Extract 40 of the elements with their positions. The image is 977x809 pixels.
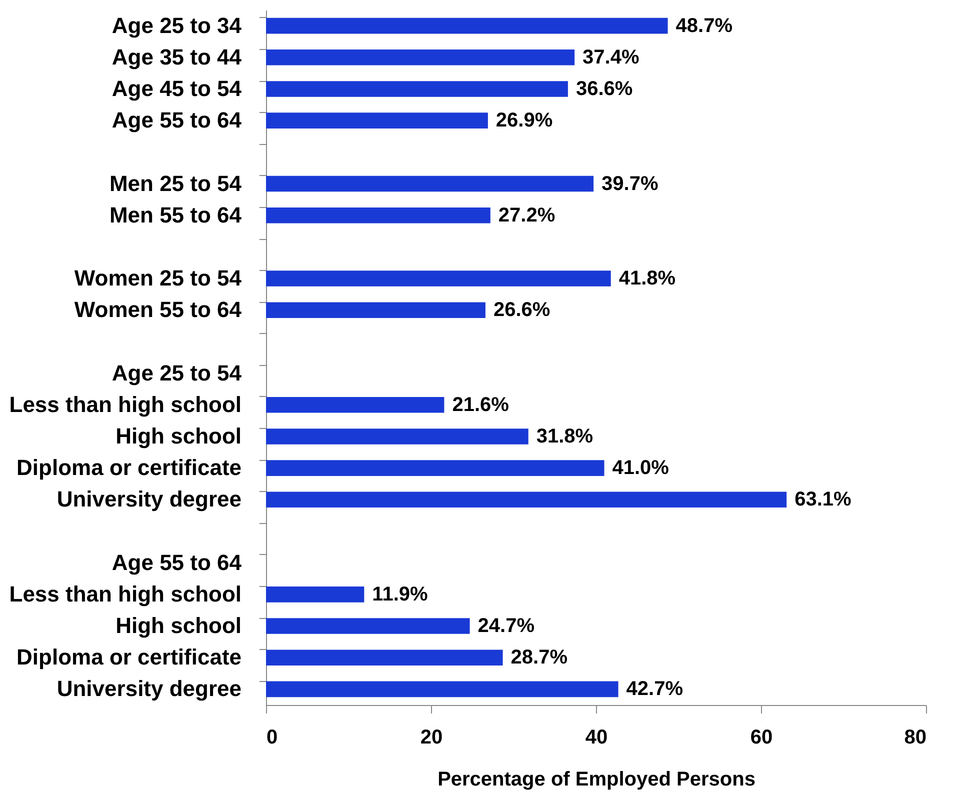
y-tick-label: University degree (56, 676, 242, 702)
data-label: 41.0% (612, 457, 670, 480)
y-tick-label: Age 45 to 54 (112, 76, 242, 101)
y-tick-label: Diploma or certificate (16, 644, 242, 670)
data-label: 63.1% (794, 488, 852, 511)
y-tick-label: Less than high school (9, 392, 242, 417)
data-label: 27.2% (498, 204, 556, 226)
x-tick-label: 20 (420, 726, 443, 748)
y-tick-label: High school (116, 423, 242, 448)
y-tick-label: High school (116, 613, 242, 638)
data-label: 39.7% (602, 172, 658, 195)
y-tick-label: Men 55 to 64 (109, 202, 242, 228)
y-tick-label: Age 25 to 54 (112, 360, 242, 386)
data-label: 21.6% (452, 394, 510, 416)
x-tick-label: 40 (585, 726, 608, 748)
y-tick-label: Age 55 to 64 (112, 550, 242, 575)
data-label: 28.7% (510, 646, 568, 669)
y-tick-label: Diploma or certificate (16, 455, 242, 480)
y-tick-label: University degree (56, 486, 242, 512)
y-tick-label: Women 25 to 54 (74, 266, 242, 291)
data-label: 31.8% (536, 425, 594, 448)
x-axis-title: Percentage of Employed Persons (438, 768, 756, 790)
data-label: 48.7% (676, 14, 733, 37)
y-tick-label: Age 35 to 44 (112, 44, 242, 70)
data-label: 42.7% (626, 678, 684, 700)
x-tick-label: 80 (904, 726, 926, 748)
y-tick-label: Women 55 to 64 (74, 297, 242, 322)
y-tick-label: Less than high school (9, 581, 242, 606)
data-label: 41.8% (618, 268, 676, 290)
data-label: 11.9% (372, 583, 428, 606)
data-label: 24.7% (478, 615, 535, 638)
data-label: 37.4% (582, 46, 640, 68)
y-tick-label: Age 55 to 64 (112, 108, 242, 133)
data-label: 36.6% (576, 78, 633, 100)
x-tick-label: 0 (266, 726, 278, 748)
y-tick-label: Age 25 to 34 (112, 12, 242, 38)
data-label: 26.9% (496, 110, 553, 132)
y-tick-label: Men 25 to 54 (109, 170, 242, 196)
data-label: 26.6% (493, 299, 550, 322)
x-tick-label: 60 (750, 726, 773, 748)
